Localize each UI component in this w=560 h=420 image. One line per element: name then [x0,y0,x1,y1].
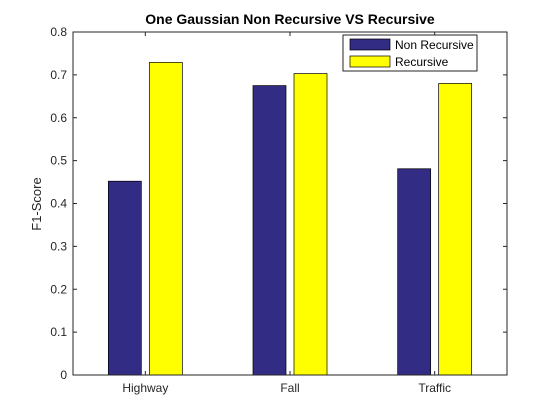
bar-non-recursive-highway [107,180,142,376]
y-axis-ticks: 0 0.1 0.2 0.3 0.4 0.5 0.6 0.7 0.8 [50,25,507,382]
y-axis-label: F1-Score [29,177,44,230]
chart-title: One Gaussian Non Recursive VS Recursive [145,11,435,27]
y-tick-label: 0.6 [50,111,67,125]
x-tick-label-traffic: Traffic [418,381,451,395]
x-tick-label-highway: Highway [122,381,168,395]
bar-non-recursive-traffic [397,168,432,376]
axes-box [72,31,508,376]
bar-recursive-fall [293,73,328,376]
legend: Non Recursive Recursive [342,34,478,72]
bar-non-recursive-fall [252,85,287,376]
legend-label-recursive: Recursive [395,55,449,69]
legend-swatch-recursive [349,55,391,68]
bar-recursive-highway [148,62,183,376]
y-tick-label: 0.7 [50,68,67,82]
y-tick-label: 0.2 [50,282,67,296]
plot-area [73,32,507,375]
y-tick-label: 0.1 [50,325,67,339]
y-tick-label: 0 [60,368,67,382]
legend-label-non-recursive: Non Recursive [395,38,474,52]
y-tick-label: 0.3 [50,239,67,253]
bar-recursive-traffic [438,83,473,376]
y-tick-label: 0.8 [50,25,67,39]
y-tick-label: 0.5 [50,154,67,168]
legend-swatch-non-recursive [349,38,391,51]
y-tick-label: 0.4 [50,197,67,211]
bars-group [107,62,473,376]
x-axis-ticks: Highway Fall Traffic [122,32,451,395]
x-tick-label-fall: Fall [280,381,299,395]
